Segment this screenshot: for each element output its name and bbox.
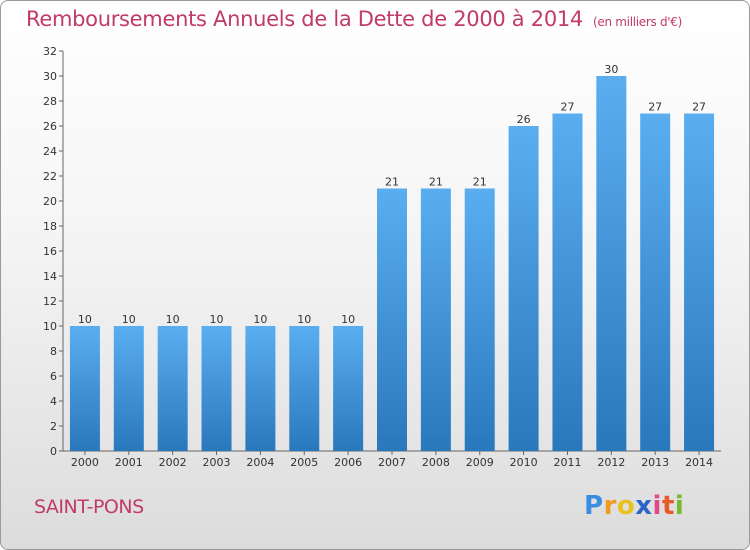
x-tick-label: 2000 bbox=[71, 456, 99, 469]
chart-title-text: Remboursements Annuels de la Dette de 20… bbox=[26, 7, 583, 31]
bar-2008 bbox=[420, 188, 451, 451]
y-tick-label: 20 bbox=[43, 195, 57, 208]
y-tick-label: 2 bbox=[50, 420, 57, 433]
y-tick-label: 24 bbox=[43, 145, 57, 158]
y-tick-label: 16 bbox=[43, 245, 57, 258]
x-tick-label: 2003 bbox=[203, 456, 231, 469]
bar-2001 bbox=[113, 326, 144, 451]
x-tick-label: 2005 bbox=[290, 456, 318, 469]
data-label: 27 bbox=[692, 101, 706, 114]
data-label: 27 bbox=[648, 101, 662, 114]
y-tick-label: 6 bbox=[50, 370, 57, 383]
commune-name: SAINT-PONS bbox=[34, 496, 144, 518]
x-tick-label: 2012 bbox=[597, 456, 625, 469]
bar-2003 bbox=[201, 326, 232, 451]
y-tick-label: 12 bbox=[43, 295, 57, 308]
bar-2011 bbox=[552, 113, 583, 451]
y-tick-label: 30 bbox=[43, 70, 57, 83]
y-tick-label: 0 bbox=[50, 445, 57, 458]
bar-2006 bbox=[333, 326, 364, 451]
data-label: 10 bbox=[78, 313, 92, 326]
y-tick-label: 18 bbox=[43, 220, 57, 233]
data-label: 30 bbox=[604, 63, 618, 76]
chart-title: Remboursements Annuels de la Dette de 20… bbox=[26, 7, 682, 31]
data-label: 27 bbox=[560, 101, 574, 114]
data-label: 10 bbox=[122, 313, 136, 326]
bar-2002 bbox=[157, 326, 188, 451]
x-tick-label: 2013 bbox=[641, 456, 669, 469]
y-tick-label: 14 bbox=[43, 270, 57, 283]
bar-2004 bbox=[245, 326, 276, 451]
x-tick-label: 2002 bbox=[159, 456, 187, 469]
data-label: 10 bbox=[166, 313, 180, 326]
x-tick-label: 2001 bbox=[115, 456, 143, 469]
bar-2012 bbox=[596, 76, 627, 451]
y-tick-label: 8 bbox=[50, 345, 57, 358]
x-tick-label: 2008 bbox=[422, 456, 450, 469]
bar-2010 bbox=[508, 126, 539, 451]
data-label: 21 bbox=[429, 176, 443, 189]
x-tick-label: 2014 bbox=[685, 456, 713, 469]
data-label: 21 bbox=[473, 176, 487, 189]
x-tick-label: 2007 bbox=[378, 456, 406, 469]
y-tick-label: 32 bbox=[43, 45, 57, 58]
y-tick-label: 28 bbox=[43, 95, 57, 108]
proxiti-logo[interactable]: Proxiti bbox=[584, 491, 685, 521]
bar-2007 bbox=[377, 188, 407, 451]
data-label: 21 bbox=[385, 176, 399, 189]
data-label: 10 bbox=[253, 313, 267, 326]
y-tick-label: 4 bbox=[50, 395, 57, 408]
data-label: 10 bbox=[210, 313, 224, 326]
x-tick-label: 2011 bbox=[553, 456, 581, 469]
data-label: 10 bbox=[341, 313, 355, 326]
x-tick-label: 2009 bbox=[466, 456, 494, 469]
x-tick-label: 2010 bbox=[510, 456, 538, 469]
x-tick-label: 2004 bbox=[246, 456, 274, 469]
bar-2000 bbox=[69, 326, 100, 451]
x-tick-label: 2006 bbox=[334, 456, 362, 469]
bar-2013 bbox=[640, 113, 671, 451]
chart-unit: (en milliers d'€) bbox=[593, 15, 683, 29]
y-tick-label: 22 bbox=[43, 170, 57, 183]
bar-2014 bbox=[684, 113, 715, 451]
y-tick-label: 26 bbox=[43, 120, 57, 133]
y-tick-label: 10 bbox=[43, 320, 57, 333]
data-label: 10 bbox=[297, 313, 311, 326]
bar-2005 bbox=[289, 326, 320, 451]
bar-2009 bbox=[464, 188, 495, 451]
data-label: 26 bbox=[517, 113, 531, 126]
